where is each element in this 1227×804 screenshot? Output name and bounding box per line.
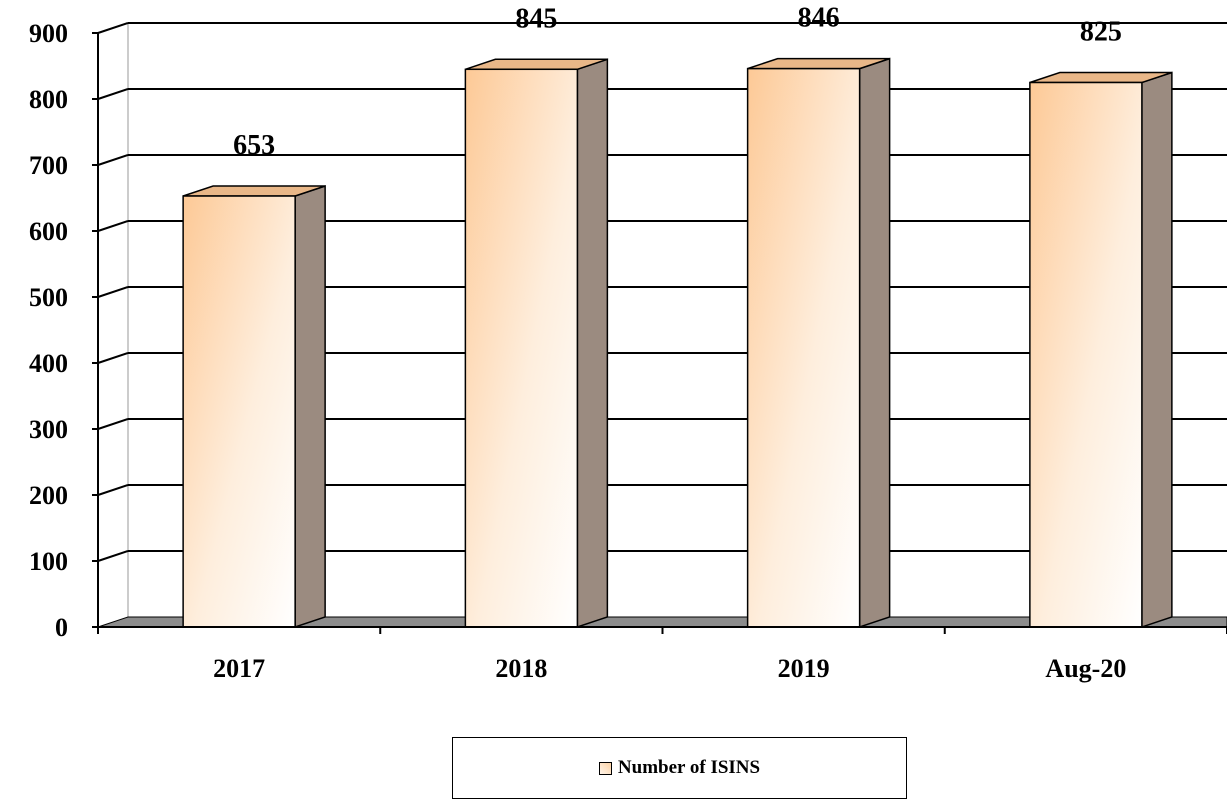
gridline-connector xyxy=(97,154,129,166)
bar-2017 xyxy=(182,184,326,629)
y-tick-label: 800 xyxy=(29,85,68,114)
data-label: 846 xyxy=(798,3,840,34)
y-tick-label: 700 xyxy=(29,151,68,180)
bar-aug-20 xyxy=(1029,71,1173,629)
legend: Number of ISINS xyxy=(452,737,907,799)
y-tick-label: 0 xyxy=(55,613,68,642)
bars xyxy=(182,57,1173,629)
y-tick-label: 300 xyxy=(29,415,68,444)
labels: 0 100 200 300 400 500 600 700 800 900 653 2017 845 20… xyxy=(29,3,1126,683)
bar-2019 xyxy=(746,57,891,629)
data-label: 825 xyxy=(1080,17,1122,48)
bar-2018 xyxy=(464,58,609,629)
gridline-connector xyxy=(97,220,129,232)
x-tick-label: 2019 xyxy=(778,654,830,683)
data-label: 653 xyxy=(233,130,275,161)
legend-label: Number of ISINS xyxy=(617,757,761,778)
bar-front-face xyxy=(746,67,861,628)
y-tick-label: 500 xyxy=(29,283,68,312)
bar-side-face xyxy=(858,57,891,629)
gridline-connector xyxy=(97,418,129,430)
gridline-connector xyxy=(97,352,129,364)
gridline-connector xyxy=(97,88,129,100)
data-label: 845 xyxy=(515,3,557,34)
bar-chart: 0 100 200 300 400 500 600 700 800 900 653 2017 845 20… xyxy=(29,3,1227,683)
gridline-connector xyxy=(97,22,129,34)
bar-side-face xyxy=(294,184,326,629)
legend-swatch xyxy=(598,761,612,775)
axes xyxy=(92,32,1227,634)
bar-side-face xyxy=(576,58,609,629)
x-tick-label: 2018 xyxy=(495,654,547,683)
y-tick-label: 900 xyxy=(29,19,68,48)
x-tick-label: Aug-20 xyxy=(1045,654,1126,683)
gridline-connector xyxy=(97,286,129,298)
y-tick-label: 200 xyxy=(29,481,68,510)
y-tick-label: 600 xyxy=(29,217,68,246)
bar-side-face xyxy=(1141,71,1173,629)
y-tick-label: 400 xyxy=(29,349,68,378)
bar-front-face xyxy=(1029,81,1143,628)
gridline-connector xyxy=(97,484,129,496)
x-tick-label: 2017 xyxy=(213,654,265,683)
y-tick-label: 100 xyxy=(29,547,68,576)
bar-front-face xyxy=(464,68,579,628)
gridline-connector xyxy=(97,550,129,562)
bar-front-face xyxy=(182,195,296,628)
